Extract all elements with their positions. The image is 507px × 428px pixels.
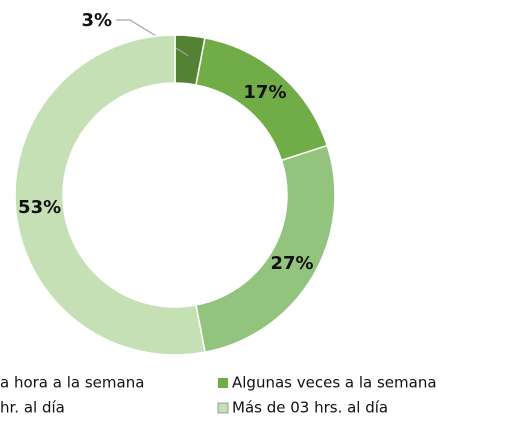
- legend-label: Más de 03 hrs. al día: [232, 399, 388, 417]
- data-label: 3%: [81, 10, 112, 31]
- legend-swatch: [217, 402, 229, 414]
- legend-swatch: [218, 378, 228, 388]
- donut-slice: [195, 144, 336, 354]
- legend-label: hr. al día: [0, 399, 65, 417]
- data-label: 17%: [243, 82, 286, 103]
- data-label: 53%: [18, 197, 61, 218]
- donut-slice: [14, 34, 206, 356]
- legend-label: a hora a la semana: [0, 374, 144, 392]
- legend-label: Algunas veces a la semana: [232, 374, 437, 392]
- data-label: 27%: [271, 253, 314, 274]
